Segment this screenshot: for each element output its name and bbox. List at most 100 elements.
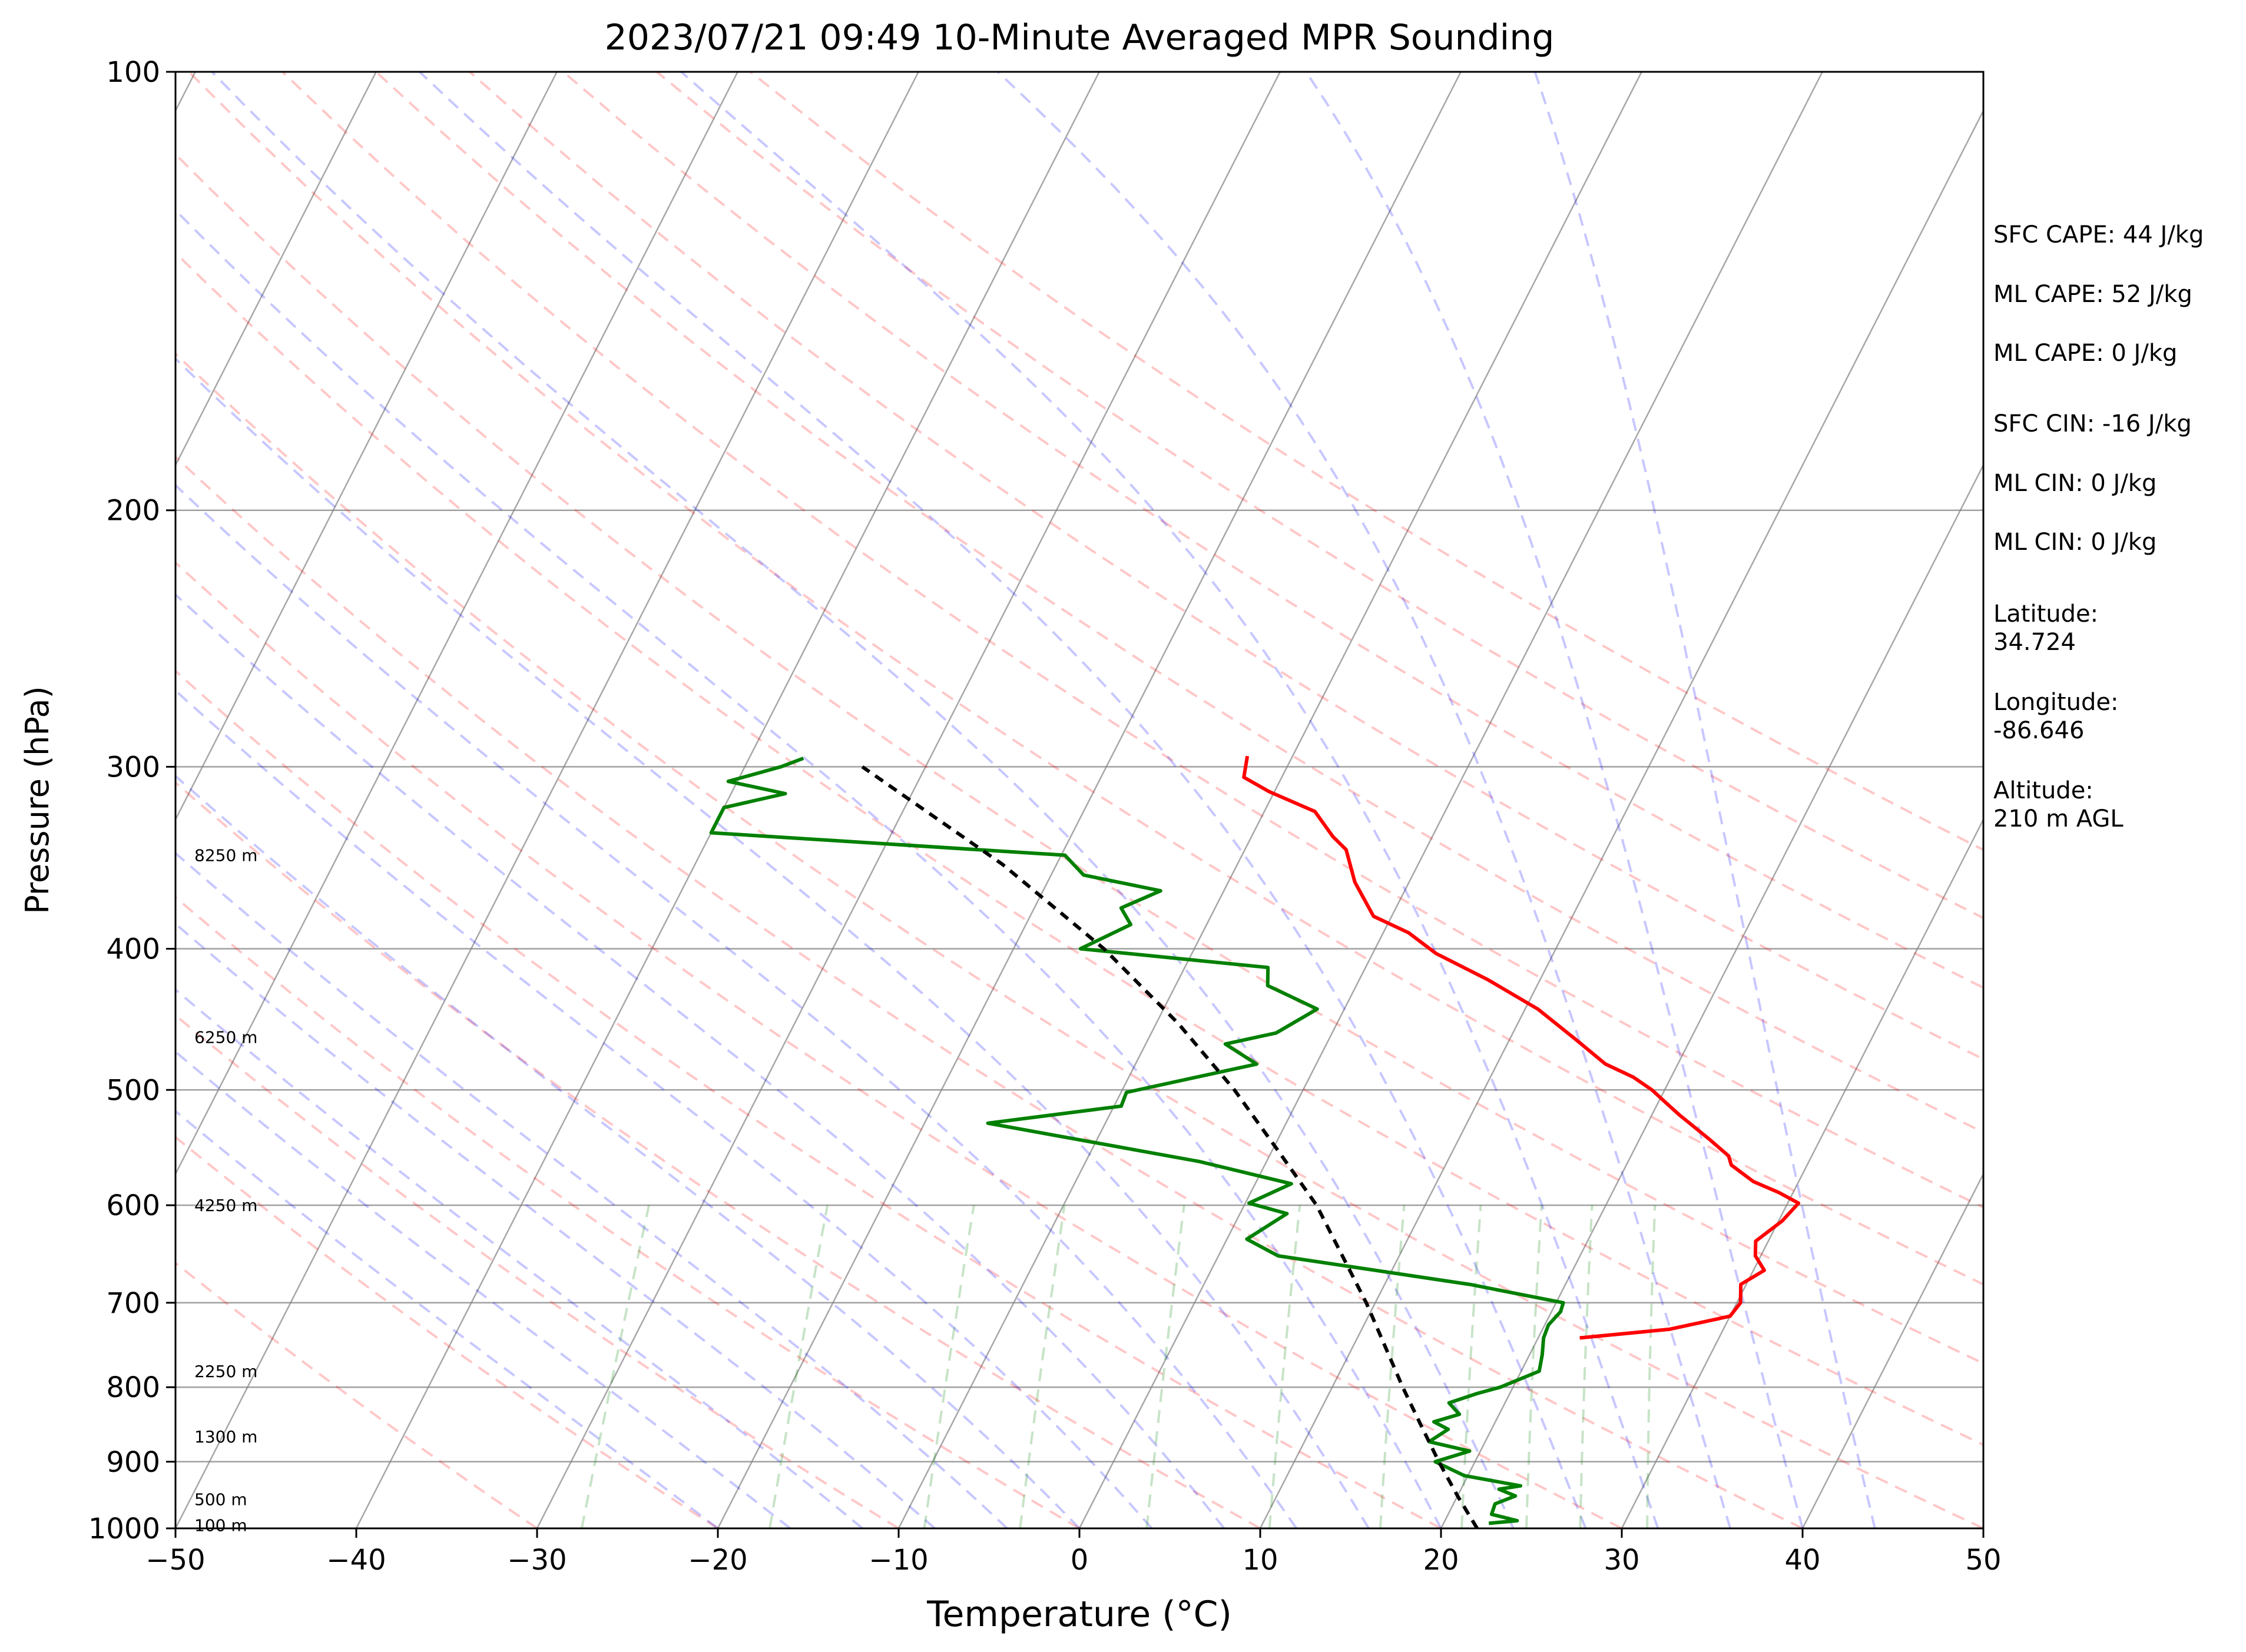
y-tick-label: 100: [106, 56, 160, 89]
dry-adiabat-line: [175, 895, 1081, 1528]
isotherm-line: [1259, 109, 1983, 1528]
x-tick-label: −30: [507, 1544, 567, 1577]
mixing-ratio-line: [1460, 1205, 1482, 1528]
x-axis-label: Temperature (°C): [926, 1594, 1232, 1635]
x-tick-label: −50: [145, 1544, 205, 1577]
height-label: 8250 m: [194, 846, 257, 865]
moist-adiabat-line: [175, 1109, 719, 1528]
moist-adiabat-line: [997, 72, 1732, 1528]
dry-adiabat-line: [375, 72, 1983, 1134]
moist-adiabat-line: [419, 72, 1587, 1528]
moist-adiabat-line: [175, 922, 936, 1528]
x-tick-label: 40: [1784, 1544, 1820, 1577]
longitude-label: Longitude:: [1993, 689, 2118, 716]
side-info-panel: SFC CAPE: 44 J/kg ML CAPE: 52 J/kg ML CA…: [1993, 221, 2204, 832]
ml-cape-text: ML CAPE: 52 J/kg: [1993, 281, 2192, 308]
y-tick-label: 500: [106, 1074, 160, 1107]
moist-adiabat-line: [1305, 72, 1804, 1528]
x-tick-label: 50: [1965, 1544, 2001, 1577]
latitude-label: Latitude:: [1993, 601, 2098, 628]
mixing-ratio-line: [1379, 1205, 1406, 1528]
mixing-ratio-line: [1019, 1205, 1066, 1528]
height-label: 6250 m: [194, 1028, 257, 1047]
moist-adiabat-line: [175, 689, 1153, 1528]
mixing-ratio-line: [1646, 1205, 1657, 1528]
isotherm-line: [1078, 72, 1823, 1528]
mixing-ratio-line: [768, 1205, 829, 1528]
mixing-ratio-line: [1579, 1205, 1594, 1528]
dry-adiabat-line: [656, 72, 1983, 920]
isotherm-line: [175, 72, 738, 1176]
dewpoint-line: [709, 757, 1565, 1525]
moist-adiabat-line: [175, 851, 1008, 1528]
x-tick-label: 0: [1071, 1544, 1089, 1577]
height-label: 100 m: [194, 1516, 247, 1535]
dry-adiabat-line: [749, 72, 1983, 851]
mixing-ratio-line: [1145, 1205, 1185, 1528]
profile-lines: [709, 755, 1801, 1528]
sfc-cape-text: SFC CAPE: 44 J/kg: [1993, 221, 2204, 248]
moist-adiabat-line: [175, 988, 863, 1528]
dry-adiabat-line: [175, 152, 1983, 1365]
y-tick-label: 900: [106, 1446, 160, 1479]
isotherm-line: [175, 72, 377, 467]
y-tick-label: 800: [106, 1371, 160, 1404]
isotherm-line: [717, 72, 1462, 1528]
y-tick-label: 600: [106, 1189, 160, 1222]
moist-adiabat-line: [680, 72, 1659, 1528]
moist-adiabat-line: [175, 1050, 791, 1528]
height-label: 1300 m: [194, 1427, 257, 1447]
moist-adiabat-line: [175, 593, 1225, 1528]
dry-adiabat-line: [175, 351, 1983, 1528]
altitude-label: Altitude:: [1993, 777, 2093, 804]
moist-adiabat-line: [175, 774, 1081, 1528]
isotherm-line: [175, 72, 558, 821]
isotherm-line: [897, 72, 1642, 1528]
latitude-value: 34.724: [1993, 629, 2076, 656]
y-tick-label: 300: [106, 751, 160, 784]
dry-adiabat-line: [281, 72, 1983, 1209]
isotherm-line: [1801, 1172, 1983, 1528]
isotherm-line: [1440, 463, 1983, 1528]
x-axis: −50 −40 −30 −20 −10 0 10 20 30 40 50: [145, 1528, 2002, 1577]
moist-adiabat-line: [1533, 72, 1876, 1528]
moist-adiabat-line: [175, 208, 1442, 1528]
chart-title: 2023/07/21 09:49 10-Minute Averaged MPR …: [605, 17, 1555, 58]
x-tick-label: 20: [1423, 1544, 1459, 1577]
isotherm-line: [0, 72, 15, 1528]
sfc-cin-text: SFC CIN: -16 J/kg: [1993, 410, 2192, 437]
height-label: 2250 m: [194, 1362, 257, 1381]
y-axis-label: Pressure (hPa): [19, 686, 56, 914]
dry-adiabat-line: [175, 781, 1261, 1528]
y-tick-label: 400: [106, 933, 160, 966]
dry-adiabat-line: [188, 72, 1983, 1286]
x-tick-label: 10: [1242, 1544, 1278, 1577]
dry-adiabat-line: [175, 251, 1983, 1447]
y-tick-label: 1000: [88, 1512, 160, 1545]
x-tick-label: −10: [869, 1544, 928, 1577]
isotherm-line: [175, 72, 919, 1528]
mixing-ratio-line: [1268, 1205, 1301, 1528]
mixing-ratio-line: [923, 1205, 975, 1528]
moist-adiabat-line: [211, 72, 1515, 1528]
dry-adiabat-line: [175, 560, 1622, 1528]
ml-cin-text: ML CIN: 0 J/kg: [1993, 470, 2156, 497]
y-tick-label: 700: [106, 1287, 160, 1320]
moist-adiabat-line: [175, 357, 1370, 1528]
mixing-ratio-line: [580, 1205, 650, 1528]
ml-cape-text-2: ML CAPE: 0 J/kg: [1993, 340, 2177, 367]
dry-adiabat-line: [175, 455, 1803, 1528]
altitude-value: 210 m AGL: [1993, 805, 2124, 832]
ml-cin-text-2: ML CIN: 0 J/kg: [1993, 529, 2156, 556]
x-tick-label: −20: [688, 1544, 747, 1577]
temperature-line: [1242, 755, 1801, 1340]
x-tick-label: −40: [326, 1544, 386, 1577]
x-tick-label: 30: [1604, 1544, 1639, 1577]
dry-adiabat-line: [175, 1261, 538, 1528]
dry-adiabat-line: [175, 1135, 719, 1528]
mixing-ratio-line: [1525, 1205, 1543, 1528]
dry-adiabat-line: [469, 72, 1983, 1061]
longitude-value: -86.646: [1993, 717, 2084, 744]
y-tick-label: 200: [106, 495, 160, 528]
